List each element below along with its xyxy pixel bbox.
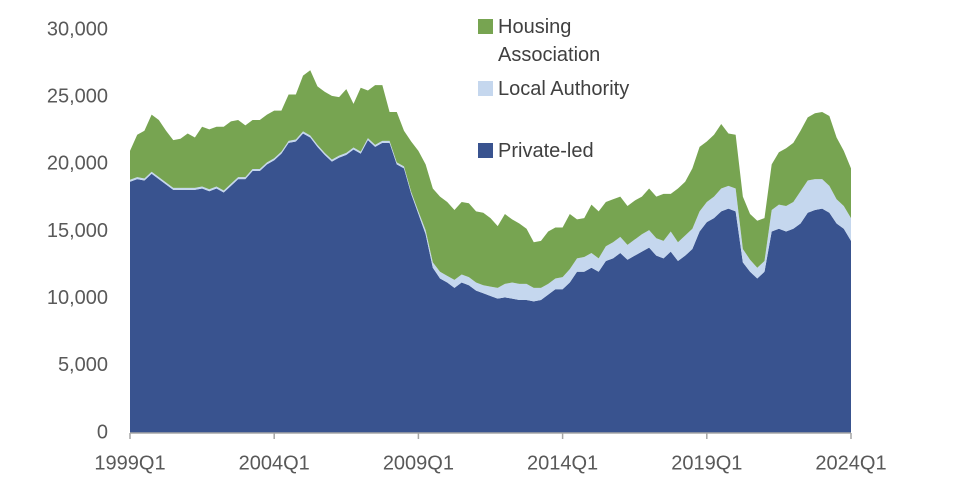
legend-swatch (478, 143, 493, 158)
y-tick-label: 25,000 (47, 85, 108, 107)
y-tick-label: 15,000 (47, 220, 108, 242)
x-tick-label: 2024Q1 (815, 452, 886, 474)
y-tick-label: 30,000 (47, 18, 108, 40)
legend-label: Local Authority (498, 78, 630, 100)
legend-label: Private-led (498, 140, 594, 162)
y-tick-label: 0 (97, 421, 108, 443)
legend-swatch (478, 81, 493, 96)
x-tick-label: 2009Q1 (383, 452, 454, 474)
x-tick-label: 2014Q1 (527, 452, 598, 474)
area (130, 131, 851, 302)
x-tick-label: 2019Q1 (671, 452, 742, 474)
x-tick-label: 2004Q1 (239, 452, 310, 474)
legend-label: Housing Association (498, 16, 601, 66)
y-tick-label: 10,000 (47, 287, 108, 309)
x-tick-label: 1999Q1 (94, 452, 165, 474)
area (130, 70, 851, 288)
y-tick-label: 20,000 (47, 153, 108, 175)
y-tick-label: 5,000 (58, 354, 108, 376)
area (130, 133, 851, 433)
legend-swatch (478, 19, 493, 34)
